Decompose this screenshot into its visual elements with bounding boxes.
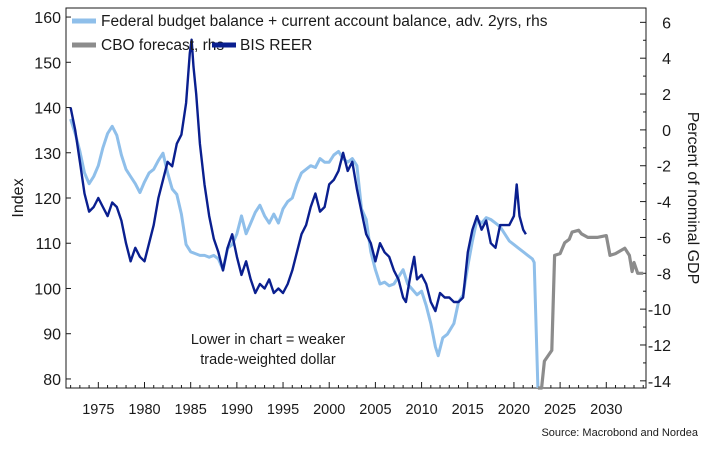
left-axis-title: Index bbox=[10, 178, 27, 217]
series-lines bbox=[69, 38, 644, 390]
x-tick-label-9: 2020 bbox=[498, 402, 530, 418]
x-tick-label-5: 2000 bbox=[313, 402, 345, 418]
left-tick-label-5: 130 bbox=[34, 146, 61, 163]
right-tick-label-9: -12 bbox=[648, 338, 671, 355]
legend: Federal budget balance + current account… bbox=[72, 13, 548, 54]
right-tick-label-1: 4 bbox=[662, 51, 671, 68]
left-tick-label-6: 140 bbox=[34, 101, 61, 118]
x-tick-label-0: 1975 bbox=[82, 402, 114, 418]
left-tick-label-8: 160 bbox=[34, 10, 61, 27]
source-note: Source: Macrobond and Nordea bbox=[541, 427, 698, 439]
x-tick-label-8: 2015 bbox=[452, 402, 484, 418]
left-tick-label-1: 90 bbox=[43, 327, 61, 344]
left-tick-label-3: 110 bbox=[35, 236, 61, 253]
annotation-line-1: Lower in chart = weaker bbox=[191, 332, 346, 348]
right-tick-label-5: -4 bbox=[657, 195, 671, 212]
plot-frame bbox=[65, 7, 647, 389]
x-tick-label-2: 1985 bbox=[175, 402, 207, 418]
right-tick-label-7: -8 bbox=[657, 266, 671, 283]
right-tick-label-3: 0 bbox=[662, 123, 671, 140]
left-tick-label-0: 80 bbox=[43, 372, 61, 389]
series-line-reer bbox=[69, 38, 527, 313]
x-tick-label-11: 2030 bbox=[590, 402, 622, 418]
legend-label-reer: BIS REER bbox=[240, 37, 312, 54]
left-tick-label-7: 150 bbox=[34, 55, 61, 72]
left-tick-label-4: 120 bbox=[34, 191, 61, 208]
annotation-line-2: trade-weighted dollar bbox=[200, 352, 336, 368]
axis-ticks: 80 90 100 110 120 130 140 150 160 6 4 2 0 -2 -4 -6 -8 -10… bbox=[34, 10, 671, 418]
legend-label-cbo: CBO forecast, rhs bbox=[101, 37, 224, 54]
right-tick-label-10: -14 bbox=[648, 374, 671, 391]
left-tick-label-2: 100 bbox=[34, 281, 61, 298]
x-tick-label-3: 1990 bbox=[221, 402, 253, 418]
x-tick-label-10: 2025 bbox=[544, 402, 576, 418]
x-tick-label-7: 2010 bbox=[405, 402, 437, 418]
series-line-cbo bbox=[537, 228, 644, 390]
right-tick-label-0: 6 bbox=[662, 15, 671, 32]
right-tick-label-6: -6 bbox=[657, 230, 671, 247]
x-tick-label-6: 2005 bbox=[359, 402, 391, 418]
right-axis-title: Percent of nominal GDP bbox=[684, 112, 701, 285]
right-tick-label-8: -10 bbox=[648, 302, 671, 319]
x-tick-label-4: 1995 bbox=[267, 402, 299, 418]
x-tick-label-1: 1980 bbox=[128, 402, 160, 418]
right-tick-label-2: 2 bbox=[662, 87, 671, 104]
right-tick-label-4: -2 bbox=[657, 159, 671, 176]
legend-label-balance: Federal budget balance + current account… bbox=[101, 13, 548, 30]
